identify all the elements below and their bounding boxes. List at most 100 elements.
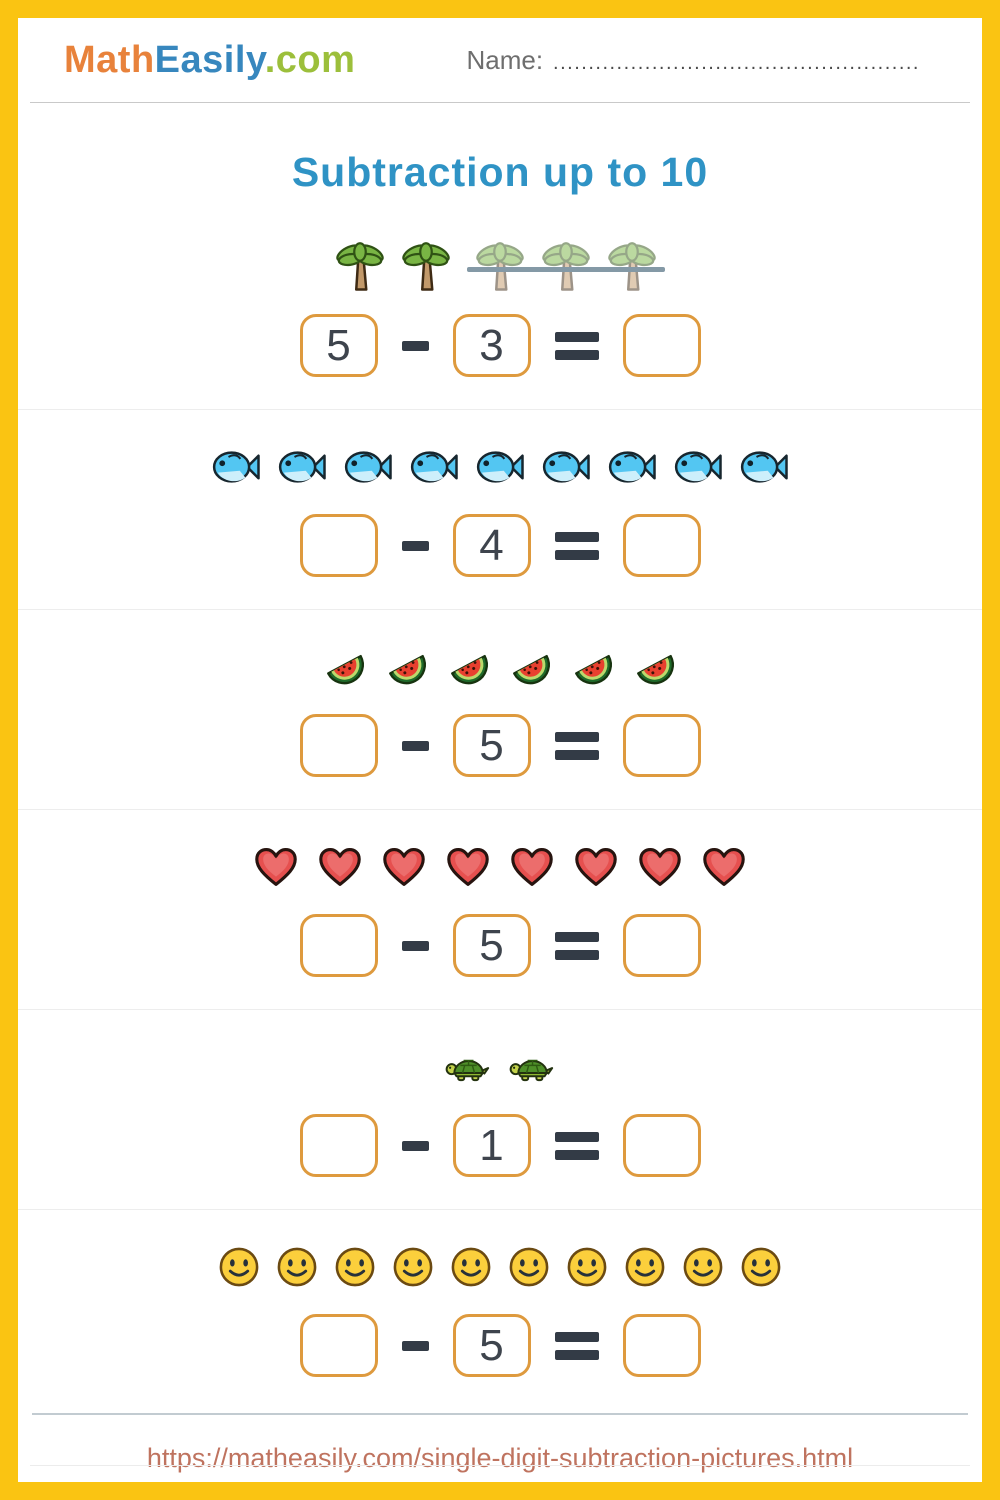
header-divider xyxy=(30,102,970,103)
minus-sign xyxy=(401,740,429,751)
heart-icon xyxy=(380,846,428,888)
name-label: Name: xyxy=(466,44,544,75)
subtraction-problem: 5 xyxy=(18,810,982,1010)
smiley-icon xyxy=(508,1246,550,1288)
bottom-divider xyxy=(30,1465,970,1466)
heart-icon xyxy=(636,846,684,888)
name-blank-line: ........................................… xyxy=(553,51,920,74)
equation: 5 xyxy=(18,1314,982,1377)
heart-icon xyxy=(508,846,556,888)
smiley-icon xyxy=(566,1246,608,1288)
logo-com: .com xyxy=(264,38,356,81)
palm-tree-icon xyxy=(401,242,451,292)
picture-row xyxy=(18,1040,982,1094)
picture-row xyxy=(18,440,982,494)
picture-row xyxy=(18,640,982,694)
subtraction-problem: 5 3 xyxy=(18,210,982,410)
fish-icon xyxy=(277,447,327,487)
watermelon-icon xyxy=(322,646,368,689)
minuend-box: 5 xyxy=(299,314,378,377)
smiley-icon xyxy=(218,1246,260,1288)
answer-box[interactable] xyxy=(622,1314,701,1377)
minus-sign xyxy=(401,1340,429,1351)
minuend-box[interactable] xyxy=(299,1114,378,1177)
minus-sign xyxy=(401,1140,429,1151)
heart-icon xyxy=(700,846,748,888)
fish-icon xyxy=(739,447,789,487)
palm-tree-icon xyxy=(335,242,385,292)
answer-box[interactable] xyxy=(622,1114,701,1177)
fish-icon xyxy=(475,447,525,487)
heart-icon xyxy=(572,846,620,888)
subtrahend-box: 1 xyxy=(452,1114,531,1177)
answer-box[interactable] xyxy=(622,514,701,577)
equation: 5 3 xyxy=(18,314,982,377)
watermelon-icon xyxy=(446,646,492,689)
equals-sign xyxy=(554,331,599,360)
crossed-out-group xyxy=(467,242,665,292)
smiley-icon xyxy=(682,1246,724,1288)
heart-icon xyxy=(252,846,300,888)
turtle-icon xyxy=(444,1050,492,1084)
subtrahend-box: 5 xyxy=(452,714,531,777)
smiley-icon xyxy=(392,1246,434,1288)
equation: 5 xyxy=(18,914,982,977)
equals-sign xyxy=(554,731,599,760)
site-logo: MathEasily.com xyxy=(64,39,355,82)
palm-tree-icon xyxy=(541,242,591,292)
smiley-icon xyxy=(740,1246,782,1288)
minuend-box[interactable] xyxy=(299,914,378,977)
fish-icon xyxy=(409,447,459,487)
minuend-box[interactable] xyxy=(299,1314,378,1377)
watermelon-icon xyxy=(384,646,430,689)
answer-box[interactable] xyxy=(622,714,701,777)
equals-sign xyxy=(554,531,599,560)
minus-sign xyxy=(401,340,429,351)
picture-row xyxy=(18,240,982,294)
logo-easily: Easily xyxy=(154,38,265,81)
watermelon-icon xyxy=(632,646,678,689)
subtraction-problem: 4 xyxy=(18,410,982,610)
footer: https://matheasily.com/single-digit-subt… xyxy=(32,1413,968,1474)
minus-sign xyxy=(401,940,429,951)
footer-link[interactable]: https://matheasily.com/single-digit-subt… xyxy=(146,1443,854,1473)
name-field: Name: ..................................… xyxy=(466,45,920,76)
subtrahend-box: 4 xyxy=(452,514,531,577)
subtraction-problem: 1 xyxy=(18,1010,982,1210)
turtle-icon xyxy=(508,1050,556,1084)
watermelon-icon xyxy=(570,646,616,689)
heart-icon xyxy=(316,846,364,888)
smiley-icon xyxy=(624,1246,666,1288)
logo-math: Math xyxy=(64,38,155,81)
equals-sign xyxy=(554,931,599,960)
picture-row xyxy=(18,1240,982,1294)
answer-box[interactable] xyxy=(622,314,701,377)
equals-sign xyxy=(554,1131,599,1160)
equals-sign xyxy=(554,1331,599,1360)
equation: 5 xyxy=(18,714,982,777)
palm-tree-icon xyxy=(607,242,657,292)
fish-icon xyxy=(343,447,393,487)
minus-sign xyxy=(401,540,429,551)
problem-list: 5 3 4 5 5 xyxy=(18,210,982,1409)
minuend-box[interactable] xyxy=(299,714,378,777)
subtraction-problem: 5 xyxy=(18,610,982,810)
subtrahend-box: 5 xyxy=(452,914,531,977)
watermelon-icon xyxy=(508,646,554,689)
smiley-icon xyxy=(334,1246,376,1288)
fish-icon xyxy=(541,447,591,487)
smiley-icon xyxy=(276,1246,318,1288)
equation: 4 xyxy=(18,514,982,577)
smiley-icon xyxy=(450,1246,492,1288)
fish-icon xyxy=(607,447,657,487)
minuend-box[interactable] xyxy=(299,514,378,577)
answer-box[interactable] xyxy=(622,914,701,977)
subtrahend-box: 3 xyxy=(452,314,531,377)
subtraction-problem: 5 xyxy=(18,1210,982,1409)
picture-row xyxy=(18,840,982,894)
page-title: Subtraction up to 10 xyxy=(291,149,709,195)
palm-tree-icon xyxy=(475,242,525,292)
fish-icon xyxy=(211,447,261,487)
header: MathEasily.com Name: ...................… xyxy=(18,18,982,102)
